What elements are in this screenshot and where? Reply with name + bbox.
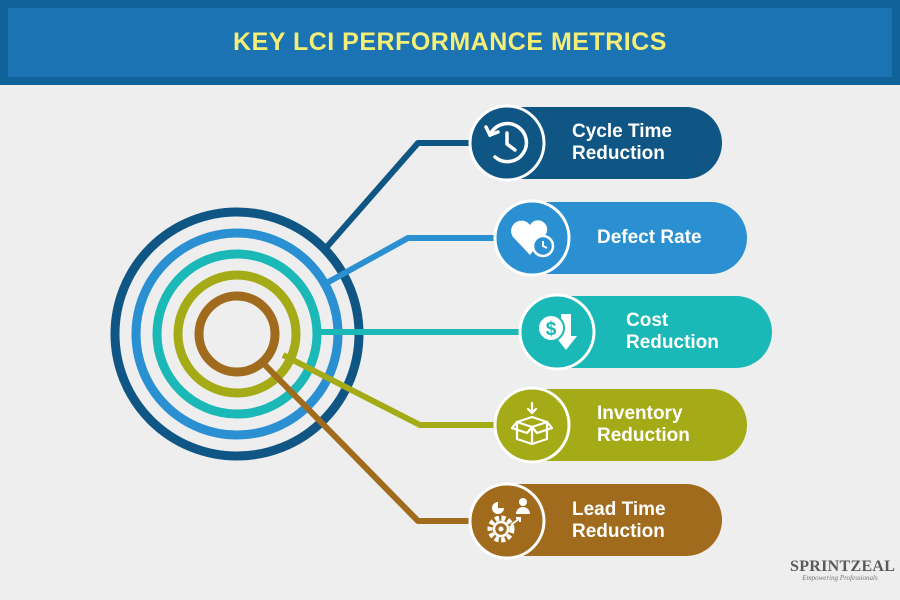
target-rings	[110, 207, 364, 461]
ring-4	[173, 270, 301, 398]
label-cost: Cost Reduction	[626, 310, 719, 354]
label-cycle-time-line-2: Reduction	[572, 143, 665, 164]
header-banner: KEY LCI PERFORMANCE METRICS	[0, 0, 900, 85]
badge-inventory	[493, 386, 571, 464]
box-arrow-icon	[510, 401, 554, 446]
connectors	[258, 140, 528, 524]
label-lead-time-line-2: Reduction	[572, 521, 665, 542]
gear-person-icon	[487, 498, 530, 543]
label-cost-line-1: Cost	[626, 310, 669, 331]
connector-cycle-time	[322, 140, 478, 251]
header-banner-inner: KEY LCI PERFORMANCE METRICS	[8, 8, 892, 77]
brand-logo-tagline: Empowering Professionals	[802, 574, 878, 582]
label-inventory-line-2: Reduction	[597, 425, 690, 446]
label-defect-rate-line-1: Defect Rate	[597, 227, 702, 248]
label-cycle-time-line-1: Cycle Time	[572, 121, 672, 142]
svg-text:$: $	[546, 319, 557, 340]
label-inventory-line-1: Inventory	[597, 403, 683, 424]
clock-history-icon	[484, 121, 529, 164]
connector-inventory	[281, 352, 503, 428]
label-inventory: Inventory Reduction	[597, 403, 690, 447]
label-lead-time: Lead Time Reduction	[572, 499, 666, 543]
dollar-down-arrow-icon: $	[537, 314, 577, 350]
ring-3	[152, 249, 322, 419]
ring-5	[194, 291, 280, 377]
label-cost-line-2: Reduction	[626, 332, 719, 353]
label-lead-time-line-1: Lead Time	[572, 499, 666, 520]
connector-lead-time	[258, 358, 478, 524]
heart-stopwatch-icon	[511, 220, 555, 258]
page-title: KEY LCI PERFORMANCE METRICS	[233, 28, 667, 56]
label-cycle-time: Cycle Time Reduction	[572, 121, 672, 165]
brand-logo: SPRINTZEAL Empowering Professionals	[790, 558, 896, 582]
brand-logo-name: SPRINTZEAL	[790, 558, 896, 575]
connector-defect-rate	[321, 235, 503, 288]
label-defect-rate: Defect Rate	[597, 227, 702, 249]
